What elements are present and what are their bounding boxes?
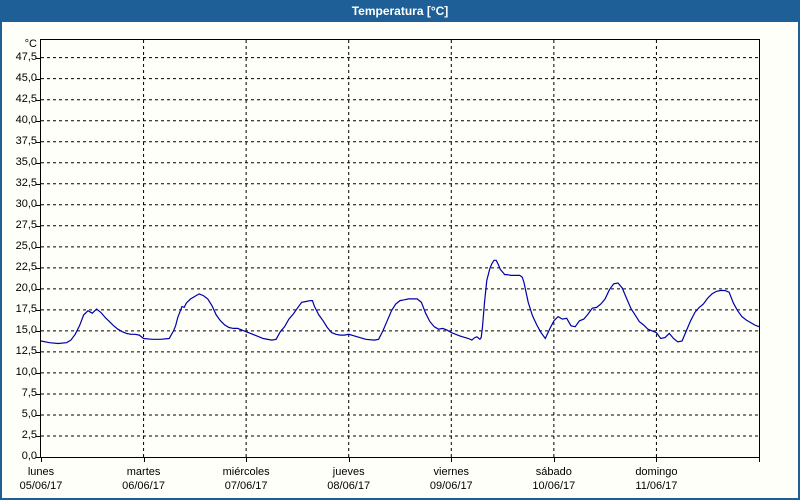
y-axis-label: 42,5 xyxy=(15,92,37,105)
day-date: 11/06/17 xyxy=(635,479,678,492)
y-axis-label: 15,0 xyxy=(15,323,37,336)
y-axis-tick xyxy=(36,436,41,437)
y-axis-label: 2,5 xyxy=(21,428,37,441)
y-axis-tick xyxy=(36,142,41,143)
y-axis-label: 27,5 xyxy=(15,218,37,231)
y-axis-tick xyxy=(36,394,41,395)
y-axis-label: 22,5 xyxy=(15,260,37,273)
y-axis-tick xyxy=(36,415,41,416)
x-axis-tick xyxy=(759,458,760,462)
x-axis-day-label: miércoles 07/06/17 xyxy=(196,466,296,493)
y-axis-tick xyxy=(36,205,41,206)
x-axis-day-label: sábado 10/06/17 xyxy=(504,466,604,493)
y-axis-tick xyxy=(36,226,41,227)
y-axis-label: 7,5 xyxy=(21,386,37,399)
y-axis-tick xyxy=(36,457,41,458)
y-axis-label: 5,0 xyxy=(21,407,37,420)
day-name: viernes xyxy=(433,466,470,478)
y-axis-label: 17,5 xyxy=(15,302,37,315)
y-axis-label: 20,0 xyxy=(15,281,37,294)
day-date: 06/06/17 xyxy=(122,479,165,492)
x-axis-day-label: domingo 11/06/17 xyxy=(606,466,706,493)
x-axis-tick xyxy=(554,458,555,462)
x-axis-day-label: martes 06/06/17 xyxy=(94,466,194,493)
y-axis-tick xyxy=(36,79,41,80)
y-axis-label: 25,0 xyxy=(15,239,37,252)
x-axis-day-label: jueves 08/06/17 xyxy=(299,466,399,493)
window-title: Temperatura [°C] xyxy=(351,4,449,18)
y-axis-tick xyxy=(36,184,41,185)
y-axis-label: 40,0 xyxy=(15,113,37,126)
y-axis-tick xyxy=(36,331,41,332)
y-axis-tick xyxy=(36,268,41,269)
x-axis-day-label: viernes 09/06/17 xyxy=(401,466,501,493)
y-axis-label: 45,0 xyxy=(15,71,37,84)
day-name: martes xyxy=(126,466,161,478)
day-date: 05/06/17 xyxy=(19,479,63,492)
y-axis-tick xyxy=(36,247,41,248)
x-axis-tick xyxy=(349,458,350,462)
y-axis-tick xyxy=(36,373,41,374)
y-axis-label: 32,5 xyxy=(15,176,37,189)
y-axis-tick xyxy=(36,352,41,353)
y-axis-tick xyxy=(36,100,41,101)
y-axis-tick xyxy=(36,289,41,290)
y-axis-tick xyxy=(36,121,41,122)
day-date: 10/06/17 xyxy=(532,479,576,492)
day-date: 09/06/17 xyxy=(429,479,473,492)
y-axis-label: 37,5 xyxy=(15,134,37,147)
y-axis-label: 12,5 xyxy=(15,344,37,357)
day-name: jueves xyxy=(332,466,365,478)
day-name: sábado xyxy=(535,466,572,478)
day-date: 08/06/17 xyxy=(327,479,371,492)
day-date: 07/06/17 xyxy=(224,479,268,492)
y-axis-label: 35,0 xyxy=(15,155,37,168)
y-axis-label: 0,0 xyxy=(21,450,37,462)
day-name: miércoles xyxy=(222,466,270,478)
day-name: domingo xyxy=(635,466,678,478)
y-axis-label: 10,0 xyxy=(15,365,37,378)
x-axis-tick xyxy=(246,458,247,462)
plot-area xyxy=(40,39,760,458)
y-axis-tick xyxy=(36,163,41,164)
y-axis-unit-label: °C xyxy=(24,38,37,50)
y-axis-tick xyxy=(36,58,41,59)
temperature-line xyxy=(41,259,759,345)
y-axis-label: 47,5 xyxy=(15,50,37,63)
x-axis-tick xyxy=(41,458,42,462)
day-name: lunes xyxy=(27,466,55,478)
x-axis-tick xyxy=(144,458,145,462)
y-axis-tick xyxy=(36,310,41,311)
x-axis-day-label: lunes 05/06/17 xyxy=(0,466,91,493)
y-axis-label: 30,0 xyxy=(15,197,37,210)
x-axis-tick xyxy=(656,458,657,462)
chart-canvas xyxy=(41,40,759,457)
title-bar: Temperatura [°C] xyxy=(0,0,800,22)
x-axis-tick xyxy=(451,458,452,462)
